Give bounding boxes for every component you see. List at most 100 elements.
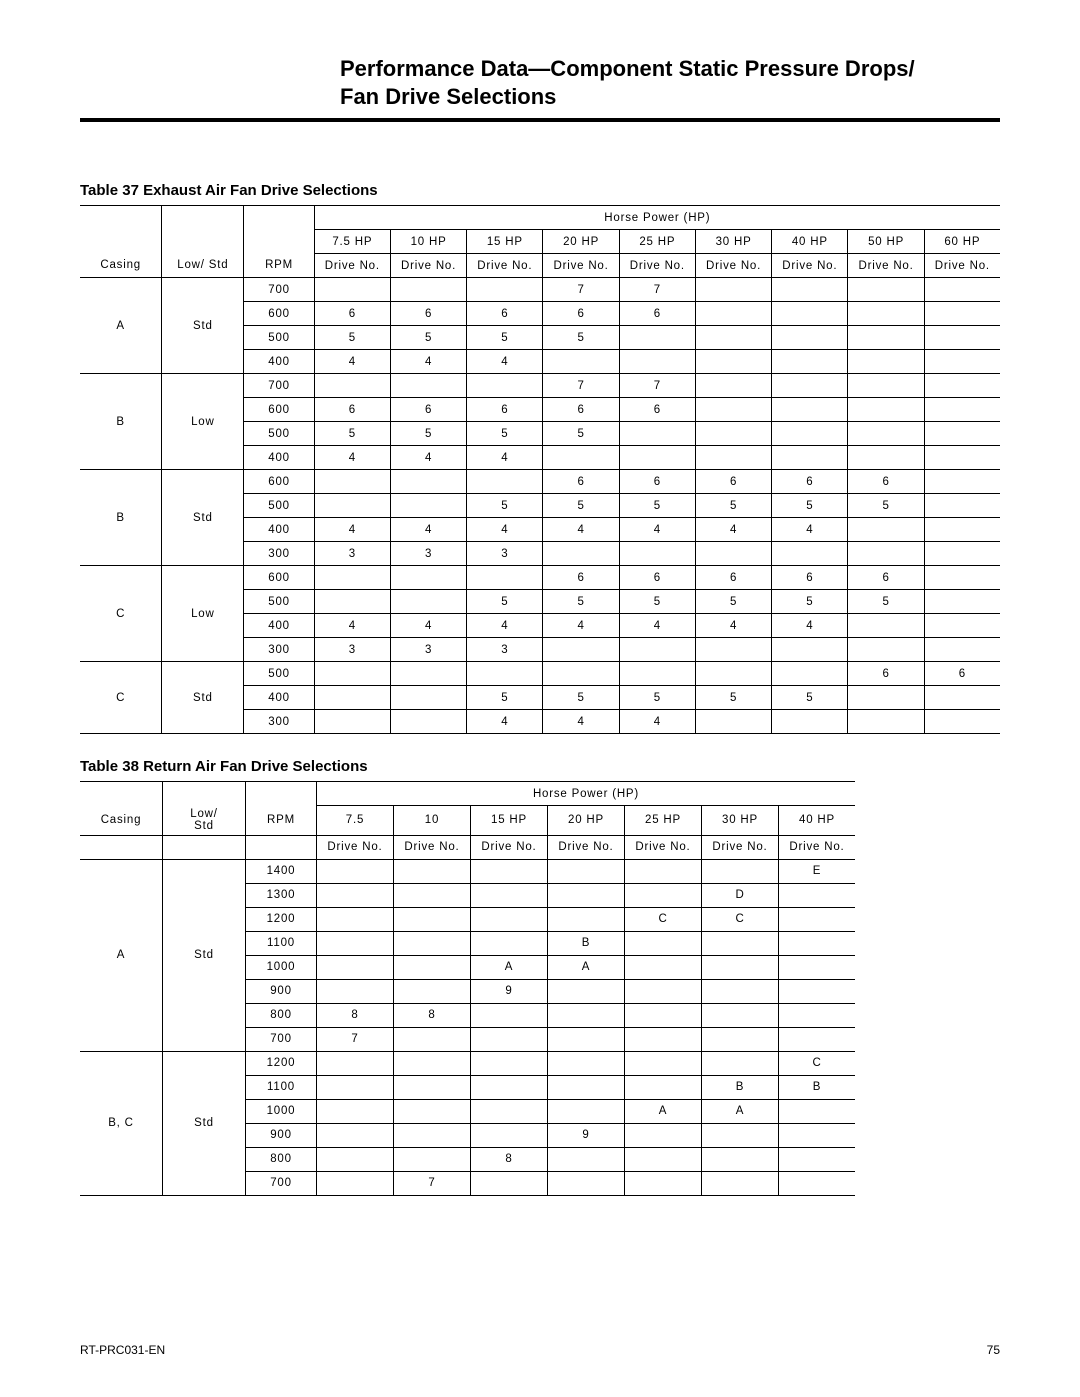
data-cell: [317, 931, 394, 955]
data-cell: B: [548, 931, 625, 955]
rpm-cell: 500: [244, 590, 314, 614]
data-cell: [390, 566, 466, 590]
lowstd-cell: Std: [163, 859, 246, 1051]
data-cell: 5: [772, 686, 848, 710]
data-cell: 6: [924, 662, 1000, 686]
footer-right: 75: [987, 1343, 1000, 1357]
data-cell: 9: [471, 979, 548, 1003]
data-cell: [314, 494, 390, 518]
data-cell: 8: [317, 1003, 394, 1027]
data-cell: [702, 1051, 779, 1075]
data-cell: [772, 398, 848, 422]
lowstd-cell: Std: [162, 278, 244, 374]
data-cell: [471, 1075, 548, 1099]
page-title-line2: Fan Drive Selections: [340, 83, 1000, 111]
data-cell: [394, 883, 471, 907]
data-cell: 4: [543, 710, 619, 734]
rpm-cell: 800: [246, 1147, 317, 1171]
data-cell: B: [779, 1075, 856, 1099]
table38: Horse Power (HP)CasingLow/ StdRPM7.51015…: [80, 781, 855, 1196]
data-cell: [702, 979, 779, 1003]
drive-no-header: Drive No.: [772, 254, 848, 278]
data-cell: [317, 1123, 394, 1147]
data-cell: [467, 374, 543, 398]
data-cell: [702, 1123, 779, 1147]
data-cell: [695, 422, 771, 446]
data-cell: [772, 422, 848, 446]
data-cell: [924, 566, 1000, 590]
data-cell: [695, 446, 771, 470]
data-cell: 3: [314, 638, 390, 662]
data-cell: 6: [390, 398, 466, 422]
data-cell: [779, 1171, 856, 1195]
data-cell: [543, 638, 619, 662]
data-cell: [390, 494, 466, 518]
data-cell: 7: [543, 374, 619, 398]
data-cell: [471, 1003, 548, 1027]
rpm-cell: 300: [244, 710, 314, 734]
rpm-cell: 700: [246, 1171, 317, 1195]
data-cell: 8: [394, 1003, 471, 1027]
data-cell: [779, 1027, 856, 1051]
data-cell: [317, 1075, 394, 1099]
data-cell: 4: [619, 710, 695, 734]
page-title-block: Performance Data—Component Static Pressu…: [340, 55, 1000, 110]
data-cell: 4: [772, 518, 848, 542]
data-cell: [924, 494, 1000, 518]
casing-cell: C: [80, 662, 162, 734]
data-cell: 5: [848, 494, 924, 518]
drive-no-header: Drive No.: [543, 254, 619, 278]
data-cell: 5: [772, 494, 848, 518]
data-cell: 6: [619, 470, 695, 494]
title-rule: [80, 118, 1000, 122]
data-cell: 8: [471, 1147, 548, 1171]
rpm-cell: 900: [246, 979, 317, 1003]
data-cell: [543, 350, 619, 374]
data-cell: [772, 446, 848, 470]
data-cell: [779, 1147, 856, 1171]
lowstd-cell: Low: [162, 374, 244, 470]
data-cell: [548, 1099, 625, 1123]
rpm-cell: 700: [244, 374, 314, 398]
hp-col: 40 HP: [772, 230, 848, 254]
rpm-cell: 1200: [246, 907, 317, 931]
data-cell: [924, 614, 1000, 638]
data-cell: 5: [695, 590, 771, 614]
data-cell: 5: [467, 422, 543, 446]
col-rpm: RPM: [244, 254, 314, 278]
rpm-cell: 1300: [246, 883, 317, 907]
data-cell: [314, 566, 390, 590]
data-cell: [467, 470, 543, 494]
data-cell: [394, 1075, 471, 1099]
data-cell: [317, 883, 394, 907]
rpm-cell: 600: [244, 566, 314, 590]
data-cell: [394, 1147, 471, 1171]
data-cell: 4: [390, 350, 466, 374]
data-cell: [625, 1123, 702, 1147]
hp-col: 20 HP: [543, 230, 619, 254]
data-cell: 4: [772, 614, 848, 638]
data-cell: 5: [848, 590, 924, 614]
data-cell: [390, 710, 466, 734]
data-cell: 4: [467, 614, 543, 638]
data-cell: 5: [467, 494, 543, 518]
drive-no-header: Drive No.: [394, 835, 471, 859]
data-cell: [702, 1027, 779, 1051]
data-cell: [471, 907, 548, 931]
data-cell: 3: [314, 542, 390, 566]
data-cell: 6: [848, 662, 924, 686]
data-cell: [702, 955, 779, 979]
data-cell: [695, 326, 771, 350]
data-cell: [848, 542, 924, 566]
data-cell: 9: [548, 1123, 625, 1147]
data-cell: [695, 398, 771, 422]
data-cell: [924, 374, 1000, 398]
data-cell: 6: [314, 302, 390, 326]
data-cell: [394, 979, 471, 1003]
data-cell: A: [471, 955, 548, 979]
rpm-cell: 600: [244, 398, 314, 422]
data-cell: 4: [467, 710, 543, 734]
hp-col: 30 HP: [702, 806, 779, 836]
data-cell: [548, 1147, 625, 1171]
lowstd-cell: Std: [162, 470, 244, 566]
